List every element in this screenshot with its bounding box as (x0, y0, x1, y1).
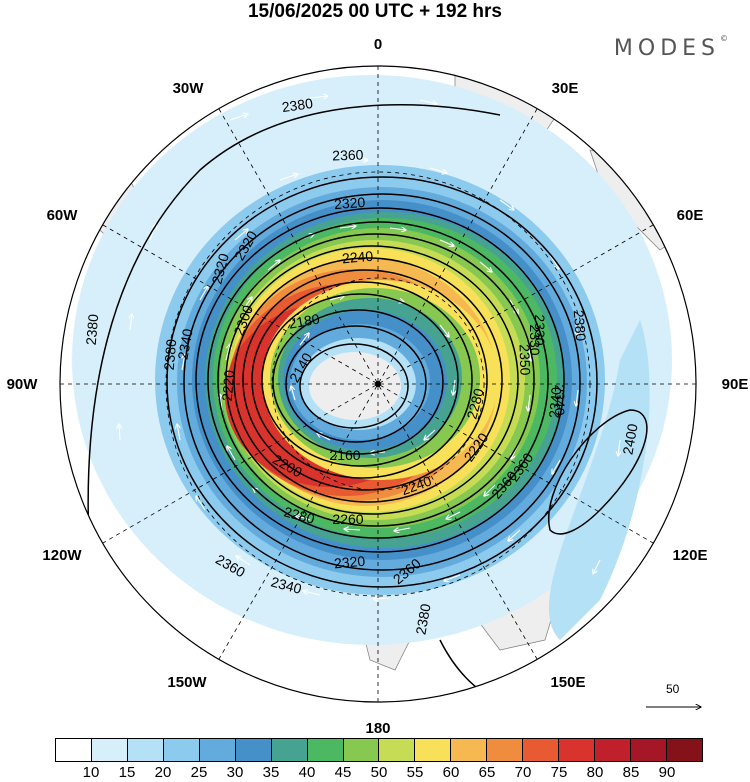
map-title: 15/06/2025 00 UTC + 192 hrs (247, 1, 503, 22)
lon-label-60e: 60E (677, 207, 704, 224)
contour-label: 2320 (334, 194, 366, 212)
colorbar-segment (523, 739, 560, 761)
colorbar-tick-label: 20 (154, 764, 172, 781)
colorbar-segment (91, 739, 128, 761)
brand-logo: MODES© (614, 34, 728, 61)
contour-label: 2340 (552, 384, 568, 415)
colorbar-segment (631, 739, 667, 761)
longitude-labels: 0 30E 60E 90E 120E 150E 180 150W 120W 90… (7, 36, 749, 737)
brand-text: MODES (613, 36, 720, 61)
copyright-mark: © (720, 34, 728, 43)
graticule (60, 66, 696, 702)
map-border (59, 65, 697, 703)
contour-label: 2320 (208, 251, 232, 285)
contour-label: 2280 (282, 503, 316, 527)
colorbar-segment (199, 739, 236, 761)
colorbar-tick-label: 25 (190, 764, 208, 781)
colorbar-segment (127, 739, 164, 761)
colorbar-tick-label: 65 (478, 764, 496, 781)
lon-label-120e: 120E (672, 547, 707, 564)
colorbar-segment (307, 739, 344, 761)
lon-label-30e: 30E (552, 80, 579, 97)
contour-label: 2180 (287, 310, 321, 331)
lon-label-120w: 120W (42, 547, 82, 564)
lon-label-60w: 60W (47, 207, 79, 224)
colorbar-tick-label: 35 (262, 764, 280, 781)
contour-label: 2330 (527, 324, 543, 355)
contour-label: 2340 (546, 386, 565, 419)
contour-label: 2400 (619, 422, 640, 456)
colorbar-tick-label: 85 (622, 764, 640, 781)
colorbar-tick-label: 60 (442, 764, 460, 781)
lon-label-0: 0 (374, 36, 382, 53)
colorbar-tick-label: 45 (334, 764, 352, 781)
contour-label: 2320 (333, 553, 366, 572)
lon-label-180: 180 (365, 720, 390, 737)
contour-label: 2280 (463, 386, 487, 420)
contour-label: 2220 (219, 369, 238, 402)
contour-label: 2340 (174, 327, 195, 361)
lon-label-90e: 90E (722, 376, 749, 393)
colorbar-segment (451, 739, 488, 761)
reference-vector-label: 50 (666, 682, 680, 696)
lon-label-90w: 90W (7, 376, 39, 393)
colorbar-segment (595, 739, 631, 761)
contour-label: 2260 (332, 511, 363, 527)
colorbar-segment (487, 739, 524, 761)
contour-label: 2380 (83, 313, 102, 346)
colorbar-tick-labels: 10 15 20 25 30 35 40 45 50 55 60 65 70 75 80 85 90 (55, 764, 703, 782)
geopotential-contours (87, 104, 648, 702)
contour-label: 2330 (532, 314, 548, 345)
colorbar-tick-label: 70 (514, 764, 532, 781)
colorbar-tick-label: 40 (298, 764, 316, 781)
colorbar-tick-label: 80 (586, 764, 604, 781)
contour-label: 2380 (161, 338, 180, 371)
contour-label: 2380 (281, 95, 314, 115)
colorbar-tick-label: 30 (226, 764, 244, 781)
colorbar-segment (415, 739, 452, 761)
contour-label: 2380 (571, 309, 590, 342)
colorbar-segment (666, 739, 702, 761)
colorbar-tick-label: 50 (370, 764, 388, 781)
lon-label-150w: 150W (167, 674, 207, 691)
colorbar-segment (343, 739, 380, 761)
contour-label: 2160 (329, 447, 360, 463)
lon-label-30w: 30W (173, 80, 205, 97)
colorbar (55, 738, 703, 762)
colorbar-segment (235, 739, 272, 761)
colorbar-tick-label: 55 (406, 764, 424, 781)
colorbar-segment (379, 739, 416, 761)
contour-label: 2240 (341, 248, 374, 267)
pole-marker (375, 381, 381, 387)
contour-label: 2340 (269, 573, 303, 597)
colorbar-tick-label: 90 (658, 764, 676, 781)
colorbar-segment (56, 739, 92, 761)
colorbar-segment (559, 739, 596, 761)
colorbar-tick-label: 10 (82, 764, 100, 781)
wind-vectors (119, 96, 661, 651)
colorbar-tick-label: 75 (550, 764, 568, 781)
contour-label: 2360 (332, 146, 364, 163)
lon-label-150e: 150E (550, 674, 585, 691)
contour-label: 2380 (412, 602, 433, 636)
colorbar-tick-label: 15 (118, 764, 136, 781)
colorbar-segment (163, 739, 200, 761)
colorbar-segment (271, 739, 308, 761)
wind-speed-field (60, 66, 696, 702)
contour-label: 2350 (516, 344, 533, 376)
